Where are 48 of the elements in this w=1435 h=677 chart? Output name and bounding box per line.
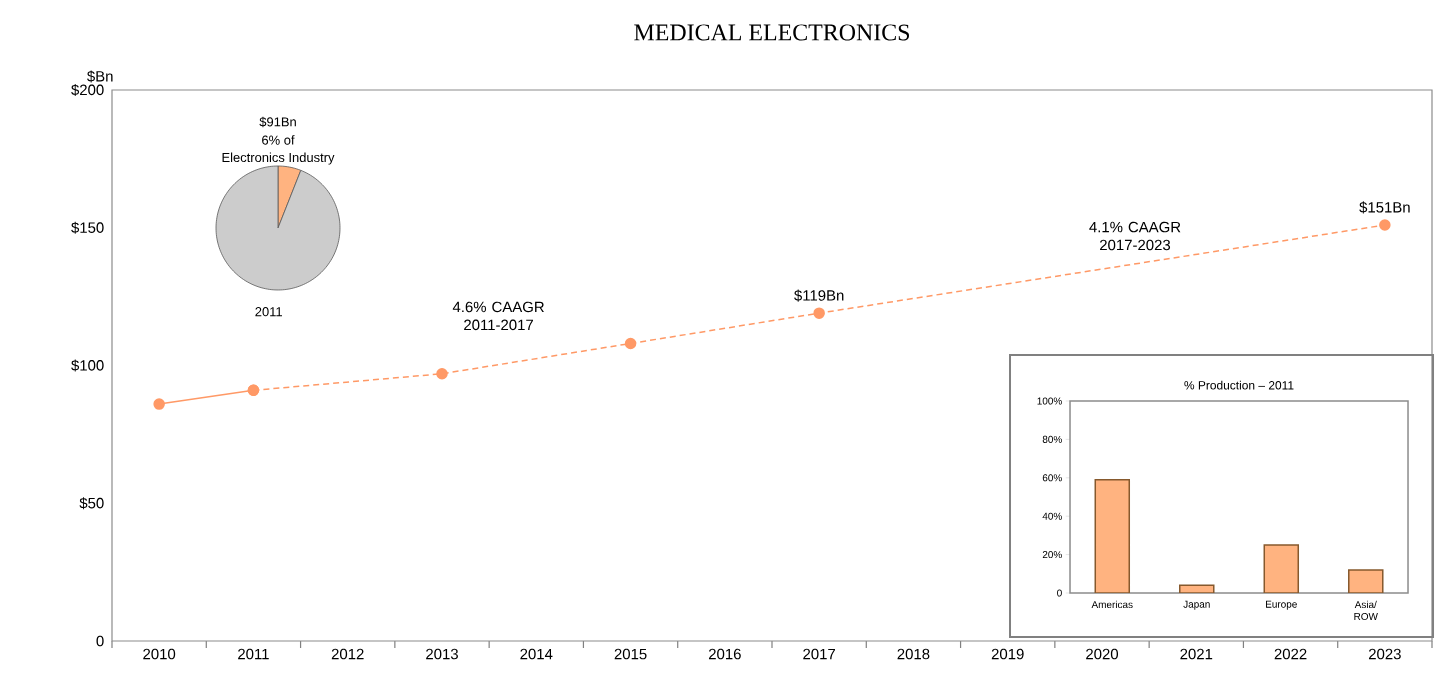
y-tick-label: $100 bbox=[71, 359, 104, 372]
chart-title: % Production – 2011 bbox=[1184, 380, 1294, 390]
point bbox=[624, 337, 637, 350]
x-tick-label: 2015 bbox=[614, 648, 647, 660]
point bbox=[1379, 219, 1391, 231]
y-tick-label: $150 bbox=[71, 221, 104, 234]
y-tick-label: 0 bbox=[96, 635, 104, 647]
x-tick-label: 2011 bbox=[238, 648, 269, 660]
y-axis-title: $Bn bbox=[87, 70, 113, 83]
y-tick-label: 0 bbox=[1057, 589, 1062, 597]
x-tick-label: Europe bbox=[1266, 600, 1297, 610]
point bbox=[153, 398, 165, 410]
annotation: 4.1% CAAGR 2017-2023 bbox=[1089, 221, 1181, 251]
x-tick-label: 2019 bbox=[991, 648, 1024, 660]
x-tick-label: 2012 bbox=[331, 648, 364, 660]
annotation: $91Bn bbox=[259, 116, 296, 128]
y-tick-label: 20% bbox=[1042, 551, 1062, 559]
x-tick-label: Japan bbox=[1183, 600, 1210, 610]
y-tick-label: $200 bbox=[71, 83, 104, 97]
x-tick-label: Asia/ ROW bbox=[1354, 600, 1378, 621]
point bbox=[436, 368, 448, 380]
y-tick-label: 60% bbox=[1042, 474, 1062, 482]
x-tick-label: 2023 bbox=[1368, 648, 1401, 660]
point bbox=[247, 384, 260, 397]
chart-title: MEDICAL ELECTRONICS bbox=[634, 24, 909, 41]
x-tick-label: 2014 bbox=[520, 648, 553, 660]
y-tick-label: 80% bbox=[1042, 435, 1062, 443]
point bbox=[813, 307, 825, 319]
y-tick-label: $50 bbox=[79, 497, 104, 510]
x-tick-label: 2010 bbox=[143, 648, 176, 660]
annotation: $151Bn bbox=[1359, 201, 1410, 214]
annotation: 2011 bbox=[255, 307, 282, 317]
x-tick-label: 2016 bbox=[708, 648, 741, 660]
x-tick-label: 2020 bbox=[1086, 648, 1119, 660]
x-tick-label: 2013 bbox=[426, 648, 458, 660]
annotation: Electronics Industry bbox=[222, 152, 335, 165]
bar bbox=[1263, 544, 1300, 593]
x-tick-label: 2021 bbox=[1180, 648, 1213, 660]
annotation: 4.6% CAAGR 2011-2017 bbox=[452, 301, 544, 331]
bar bbox=[1094, 478, 1131, 593]
x-tick-label: Americas bbox=[1091, 600, 1133, 609]
x-tick-label: 2017 bbox=[803, 648, 836, 660]
x-tick-label: 2018 bbox=[897, 648, 930, 660]
y-tick-label: 40% bbox=[1042, 512, 1062, 520]
y-tick-label: 100% bbox=[1037, 397, 1062, 405]
annotation: $119Bn bbox=[794, 289, 844, 302]
annotation: 6% of bbox=[262, 135, 295, 145]
x-tick-label: 2022 bbox=[1274, 648, 1307, 660]
